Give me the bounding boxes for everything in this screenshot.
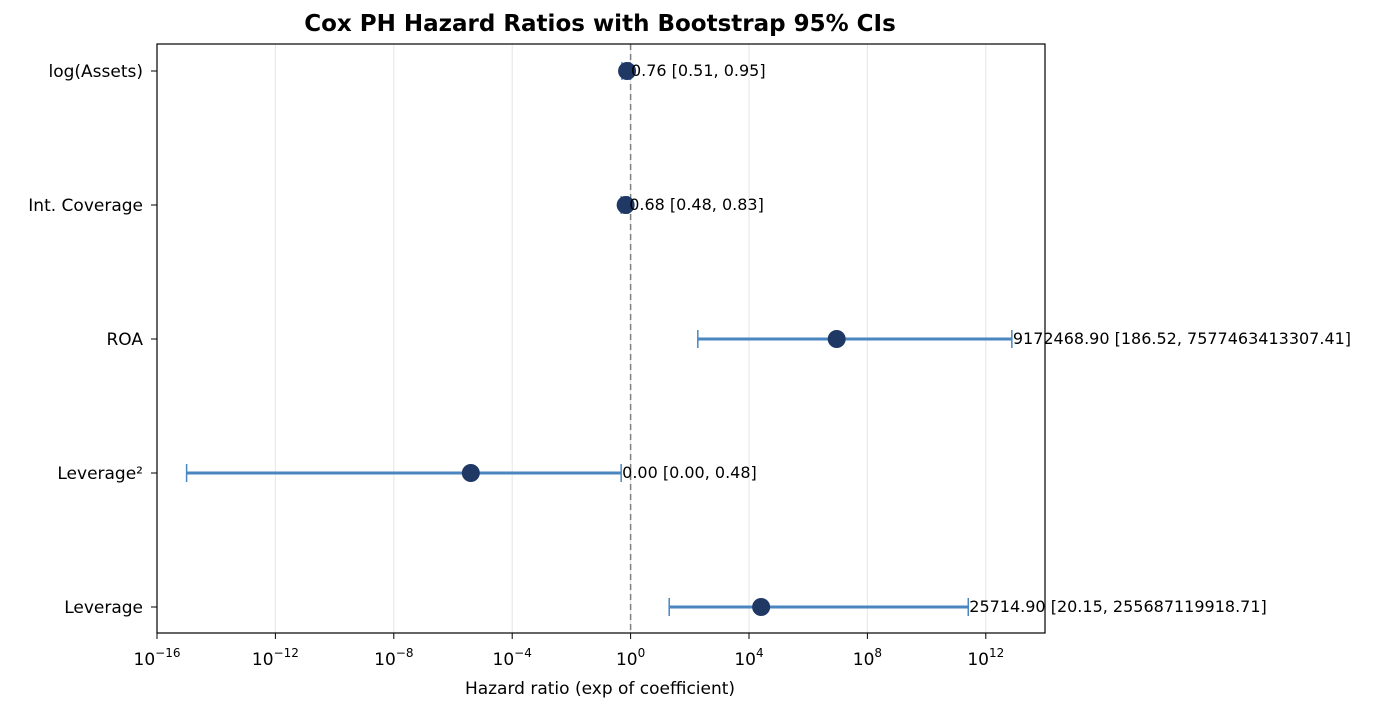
x-tick-label: 10−12 [252, 646, 299, 670]
y-tick-label: ROA [106, 330, 143, 350]
data-label: 0.76 [0.51, 0.95] [631, 61, 766, 80]
y-tick-label: Leverage² [57, 464, 143, 484]
x-tick-label: 100 [616, 646, 645, 670]
x-tick-label: 108 [853, 646, 882, 670]
plot-frame [156, 43, 1046, 634]
hazard-ratio-point [827, 330, 846, 348]
data-label: 9172468.90 [186.52, 7577463413307.41] [1013, 329, 1351, 348]
chart-title: Cox PH Hazard Ratios with Bootstrap 95% … [304, 11, 896, 37]
x-tick-label: 10−8 [374, 646, 413, 670]
data-label: 0.00 [0.00, 0.48] [622, 463, 757, 482]
x-axis-label: Hazard ratio (exp of coefficient) [465, 679, 735, 699]
y-tick-label: Int. Coverage [28, 196, 143, 216]
y-tick-label: Leverage [64, 598, 143, 618]
x-tick-label: 104 [734, 646, 763, 670]
hazard-ratio-point [752, 598, 771, 616]
plot-area: 0.76 [0.51, 0.95] log(Assets) 0.68 [0.48, … [28, 43, 1351, 670]
data-label: 25714.90 [20.15, 255687119918.71] [969, 597, 1267, 616]
hazard-ratio-point [461, 464, 480, 482]
hazard-ratio-point [618, 62, 637, 80]
x-tick-label: 10−16 [134, 646, 181, 670]
x-tick-label: 1012 [967, 646, 1004, 670]
hazard-ratio-point [616, 196, 635, 214]
data-label: 0.68 [0.48, 0.83] [629, 195, 764, 214]
y-tick-label: log(Assets) [48, 62, 143, 82]
x-tick-label: 10−4 [493, 646, 532, 670]
